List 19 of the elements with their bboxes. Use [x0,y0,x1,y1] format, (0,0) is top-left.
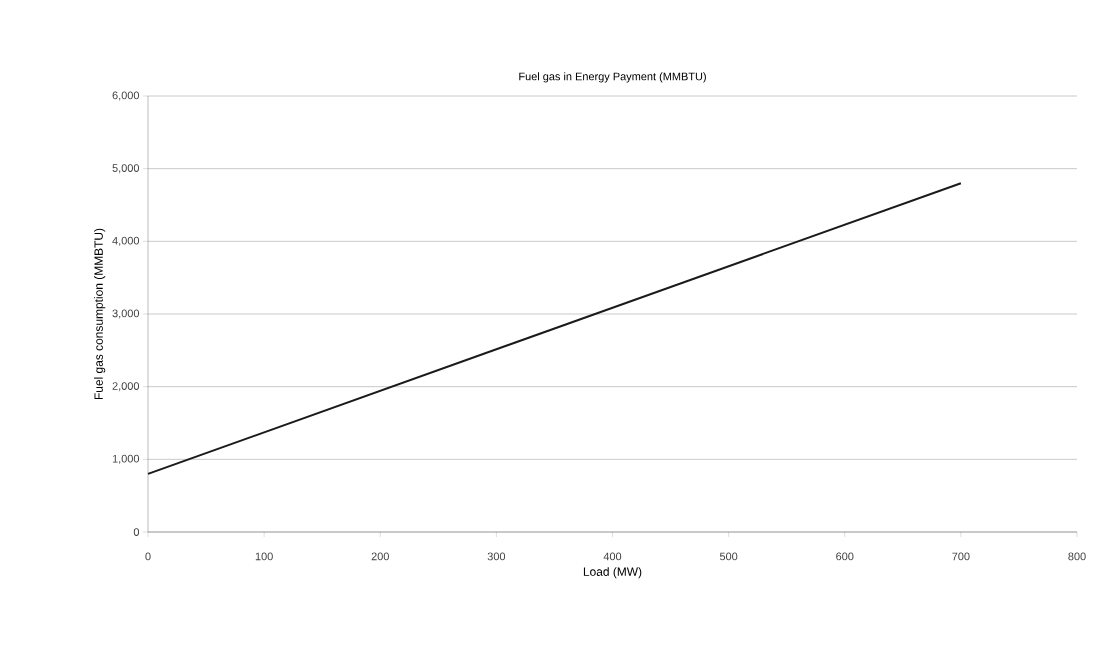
y-tick-label: 4,000 [112,236,140,246]
chart-title: Fuel gas in Energy Payment (MMBTU) [519,72,706,83]
y-tick-label: 3,000 [112,309,140,319]
x-axis-title: Load (MW) [583,567,642,579]
y-tick-label: 1,000 [112,454,140,464]
x-tick-label: 0 [145,552,151,561]
x-tick-label: 400 [603,552,622,561]
x-tick-label: 600 [836,552,854,561]
y-tick-label: 2,000 [112,382,140,392]
x-tick-label: 800 [1068,552,1086,561]
y-tick-label: 5,000 [112,164,140,174]
x-tick-label: 200 [371,552,389,561]
y-tick-label: 0 [133,528,140,536]
y-axis-title: Fuel gas consumption (MMBTU) [94,228,106,400]
x-tick-label: 100 [255,552,273,561]
x-tick-label: 700 [952,552,970,561]
x-tick-label: 500 [719,552,738,561]
y-tick-label: 6,000 [112,91,140,101]
x-tick-label: 300 [487,552,506,561]
